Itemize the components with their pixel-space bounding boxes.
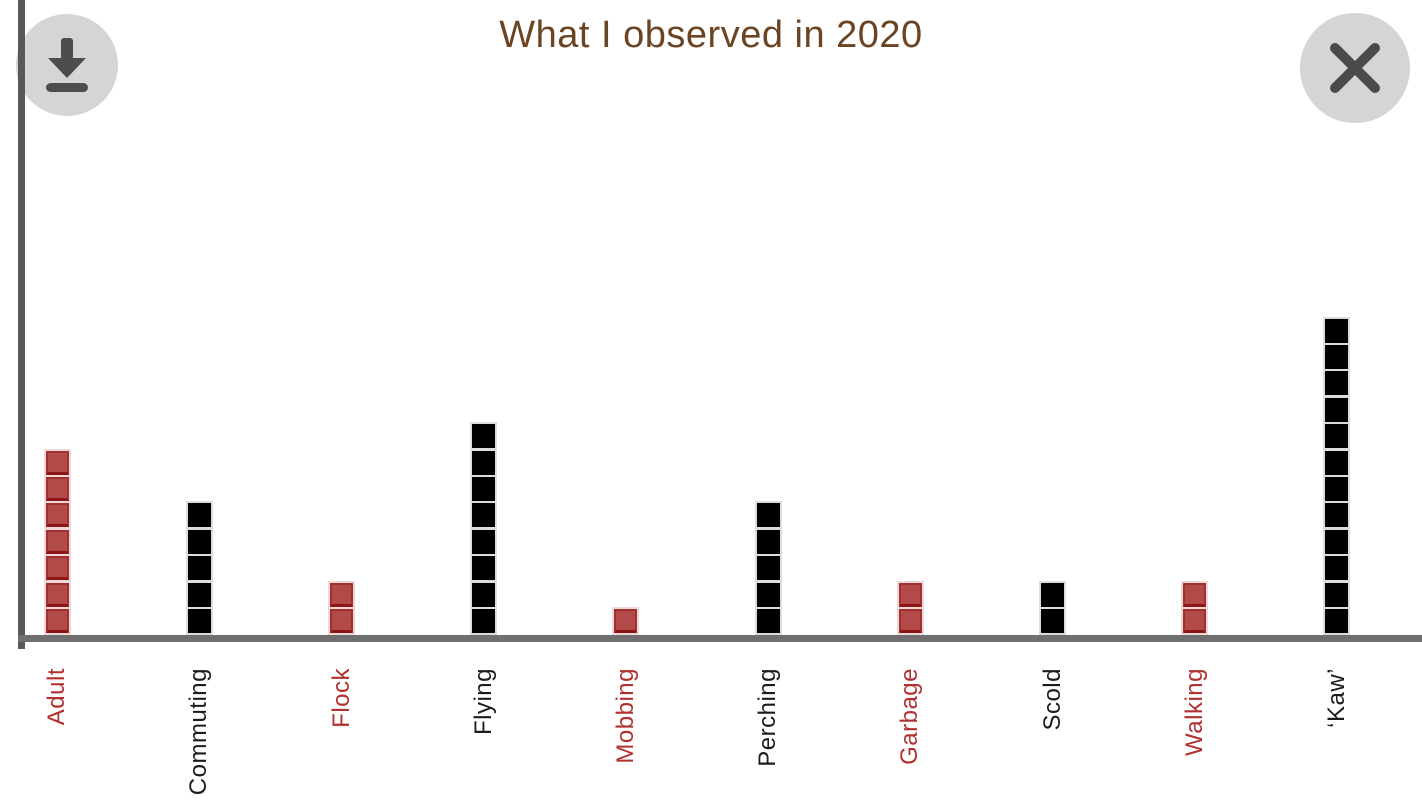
x-axis-label: Flying: [469, 668, 497, 736]
unit-square: [1323, 580, 1351, 609]
unit-square: [1323, 554, 1351, 583]
unit-square: [896, 607, 924, 635]
unit-square: [43, 580, 71, 609]
unit-square: [1323, 422, 1351, 451]
unit-square: [43, 501, 71, 530]
x-axis-label: Perching: [754, 668, 782, 767]
unit-square: [185, 554, 213, 583]
unit-square: [43, 554, 71, 583]
x-axis-label-cell: Walking: [1124, 668, 1266, 756]
x-axis-label: Commuting: [185, 668, 213, 796]
unit-square: [43, 448, 71, 477]
unit-square: [1323, 607, 1351, 635]
unit-square: [1323, 316, 1351, 345]
x-axis-label-cell: Commuting: [128, 668, 270, 795]
unit-square: [470, 554, 498, 583]
bar-column: [413, 422, 555, 635]
unit-square: [1039, 580, 1067, 609]
unit-square: [185, 527, 213, 556]
x-axis-label: Scold: [1038, 668, 1066, 731]
x-axis-label: ‘Kaw’: [1322, 668, 1350, 728]
unit-square: [1181, 607, 1209, 635]
unit-square: [612, 607, 640, 635]
bar-column: [555, 607, 697, 635]
unit-square: [754, 501, 782, 530]
unit-square: [470, 475, 498, 504]
x-axis-line: [18, 635, 1422, 642]
download-icon: [36, 34, 98, 96]
unit-square: [1323, 475, 1351, 504]
bar-column: [1124, 580, 1266, 635]
x-axis-label: Garbage: [896, 668, 924, 765]
unit-square: [470, 580, 498, 609]
unit-square: [470, 448, 498, 477]
close-icon: [1323, 36, 1387, 100]
bar-column: [270, 580, 412, 635]
unit-square: [1323, 343, 1351, 372]
x-axis-label-cell: Flock: [270, 668, 412, 728]
unit-square: [754, 607, 782, 635]
x-axis-label-cell: Perching: [697, 668, 839, 767]
unit-square: [470, 422, 498, 451]
unit-square: [1323, 527, 1351, 556]
download-button[interactable]: [16, 14, 118, 116]
bar-column: [1266, 316, 1408, 635]
unit-square: [1323, 395, 1351, 424]
bar-column: [697, 501, 839, 635]
unit-square: [43, 527, 71, 556]
x-axis-label-cell: Mobbing: [555, 668, 697, 764]
unit-square: [1323, 501, 1351, 530]
x-axis-label: Mobbing: [611, 668, 639, 764]
unit-square: [1181, 580, 1209, 609]
unit-square: [1323, 448, 1351, 477]
unit-square: [896, 580, 924, 609]
unit-square: [754, 554, 782, 583]
x-axis-label: Adult: [43, 668, 71, 726]
unit-square: [185, 607, 213, 635]
x-axis-label-cell: Scold: [981, 668, 1123, 731]
unit-square: [328, 607, 355, 635]
x-axis-label-cell: ‘Kaw’: [1266, 668, 1408, 728]
close-button[interactable]: [1300, 13, 1410, 123]
unit-square: [185, 501, 213, 530]
unit-square: [470, 501, 498, 530]
unit-square: [754, 580, 782, 609]
unit-square: [470, 527, 498, 556]
unit-square: [328, 580, 355, 609]
bar-column: [981, 580, 1123, 635]
unit-square: [1039, 607, 1067, 635]
x-axis-label-cell: Garbage: [839, 668, 981, 765]
unit-square: [43, 607, 71, 635]
unit-square: [43, 475, 71, 504]
bar-column: [128, 501, 270, 635]
x-axis-label: Walking: [1180, 668, 1208, 756]
chart-title: What I observed in 2020: [499, 14, 923, 56]
y-axis-line: [18, 0, 25, 649]
x-axis-label: Flock: [327, 668, 355, 728]
plot-area: [0, 316, 1408, 635]
x-axis-label-cell: Adult: [0, 668, 128, 725]
bar-column: [839, 580, 981, 635]
unit-square: [470, 607, 498, 635]
unit-square: [1323, 369, 1351, 398]
unit-square: [754, 527, 782, 556]
x-axis-label-cell: Flying: [413, 668, 555, 735]
bar-column: [0, 448, 128, 635]
unit-square: [185, 580, 213, 609]
x-axis-labels: Adult Commuting Flock Flying Mobbing Perching…: [0, 668, 1408, 795]
